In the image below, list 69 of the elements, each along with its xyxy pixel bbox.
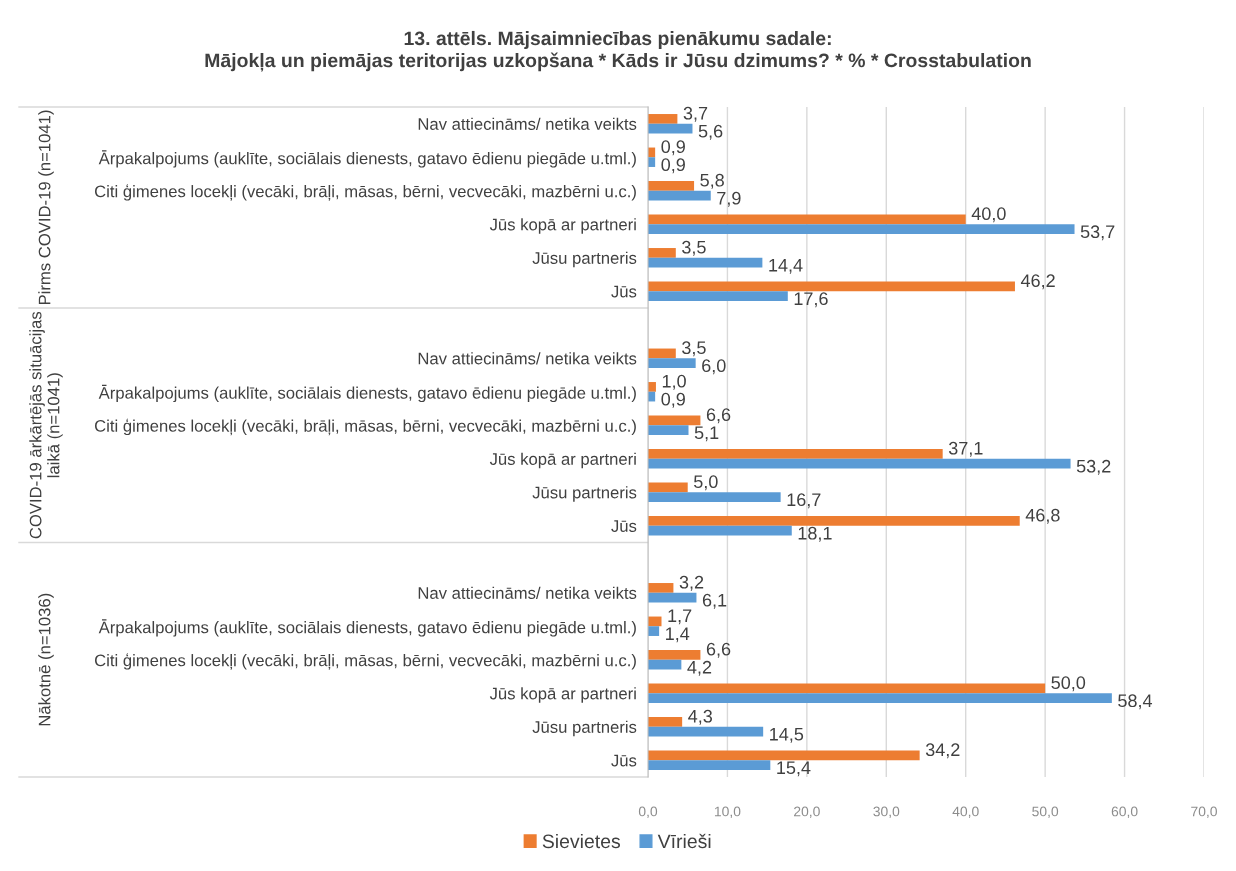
y-tick-label: Jūs kopā ar partneri <box>489 218 636 234</box>
chart-subtitle: Mājokļa un piemājas teritorijas uzkopšana * Kāds ir Jūsu dzimums? * % * Crosstabulation <box>205 52 1031 72</box>
y-tick-label: Jūs <box>611 285 637 298</box>
data-label: 6,1 <box>702 593 727 609</box>
x-tick-label: 40,0 <box>952 806 979 819</box>
x-tick-label: 30,0 <box>873 806 900 819</box>
data-label: 37,1 <box>948 441 983 457</box>
data-label: 5,0 <box>693 475 718 491</box>
x-tick-label: 70,0 <box>1191 806 1217 819</box>
y-tick-label: Nav attiecināms/ netika veikts <box>418 352 637 365</box>
data-label: 14,4 <box>769 259 803 274</box>
y-tick-label: Ārpakalpojums (auklīte, sociālais dienests, gatavo ēdienu piegāde u.tml.) <box>98 384 636 403</box>
text: Pirms COVID-19 (n=1041) <box>38 110 54 305</box>
data-label: 7,9 <box>717 191 741 207</box>
chart-title: 13. attēls. Mājsaimniecības pienākumu sadale: <box>404 30 831 50</box>
y-tick-label: Nav attiecināms/ netika veikts <box>418 586 637 599</box>
y-tick-label: Jūs <box>611 754 637 767</box>
data-label: 17,6 <box>794 292 828 308</box>
y-tick-label: Citi ģimenes locekļi (vecāki, brāļi, māsas, bērni, vecvecāki, mazbērni u.c.) <box>94 184 636 201</box>
data-label: 5,8 <box>700 173 724 189</box>
y-tick-label: Citi ģimenes locekļi (vecāki, brāļi, māsas, bērni, vecvecāki, mazbērni u.c.) <box>94 418 636 436</box>
data-label: 5,6 <box>698 124 723 140</box>
y-tick-label: Citi ģimenes locekļi (vecāki, brāļi, māsas, bērni, vecvecāki, mazbērni u.c.) <box>94 653 636 670</box>
data-label: 53,7 <box>1080 225 1115 241</box>
legend-label: Vīrieši <box>657 833 711 849</box>
data-label: 3,7 <box>683 106 708 122</box>
data-label: 50,0 <box>1051 676 1086 692</box>
x-tick-label: 20,0 <box>794 806 820 819</box>
data-label: 0,9 <box>661 140 685 156</box>
data-label: 6,6 <box>706 642 731 658</box>
data-label: 0,9 <box>661 158 685 174</box>
data-label: 40,0 <box>971 207 1006 223</box>
y-tick-label: Jūsu partneris <box>532 486 637 502</box>
y-tick-label: Ārpakalpojums (auklīte, sociālais dienests, gatavo ēdienu piegāde u.tml.) <box>98 619 636 637</box>
y-tick-label: Nav attiecināms/ netika veikts <box>418 117 637 130</box>
data-label: 3,5 <box>682 341 706 357</box>
data-label: 3,5 <box>682 240 706 256</box>
data-label: 34,2 <box>925 743 960 759</box>
legend-label: Sievietes <box>542 833 621 849</box>
data-label: 5,1 <box>694 426 719 442</box>
y-tick-label: Jūsu partneris <box>532 251 637 268</box>
y-tick-label: Jūs <box>611 520 637 532</box>
data-label: 4,2 <box>687 660 712 676</box>
x-tick-label: 50,0 <box>1032 806 1059 819</box>
x-tick-label: 0,0 <box>638 806 658 819</box>
data-label: 1,4 <box>666 627 690 643</box>
data-label: 14,5 <box>770 728 804 743</box>
text: COVID-19 ārkārtējās situācijas laikā (n=1041) <box>29 311 63 539</box>
data-label: 6,6 <box>706 408 731 424</box>
data-label: 15,4 <box>777 761 811 777</box>
y-tick-label: Ārpakalpojums (auklīte, sociālais dienests, gatavo ēdienu piegāde u.tml.) <box>98 150 636 168</box>
x-tick-label: 10,0 <box>714 806 741 819</box>
data-label: 4,3 <box>688 709 713 725</box>
data-label: 18,1 <box>798 526 832 542</box>
data-label: 6,0 <box>702 359 726 375</box>
data-label: 3,2 <box>679 575 704 591</box>
data-label: 1,7 <box>668 609 692 625</box>
data-label: 53,2 <box>1076 459 1111 475</box>
y-tick-label: Jūsu partneris <box>532 720 637 737</box>
data-label: 58,4 <box>1118 694 1153 710</box>
data-label: 46,8 <box>1025 508 1060 524</box>
y-tick-label: Jūs kopā ar partneri <box>489 687 636 703</box>
x-tick-label: 60,0 <box>1111 806 1138 819</box>
y-tick-label: Jūs kopā ar partneri <box>489 452 636 469</box>
data-label: 1,0 <box>662 374 686 390</box>
data-label: 46,2 <box>1020 274 1055 290</box>
text: Nākotnē (n=1036) <box>38 593 54 726</box>
data-label: 0,9 <box>661 392 685 408</box>
data-label: 16,7 <box>787 493 821 509</box>
